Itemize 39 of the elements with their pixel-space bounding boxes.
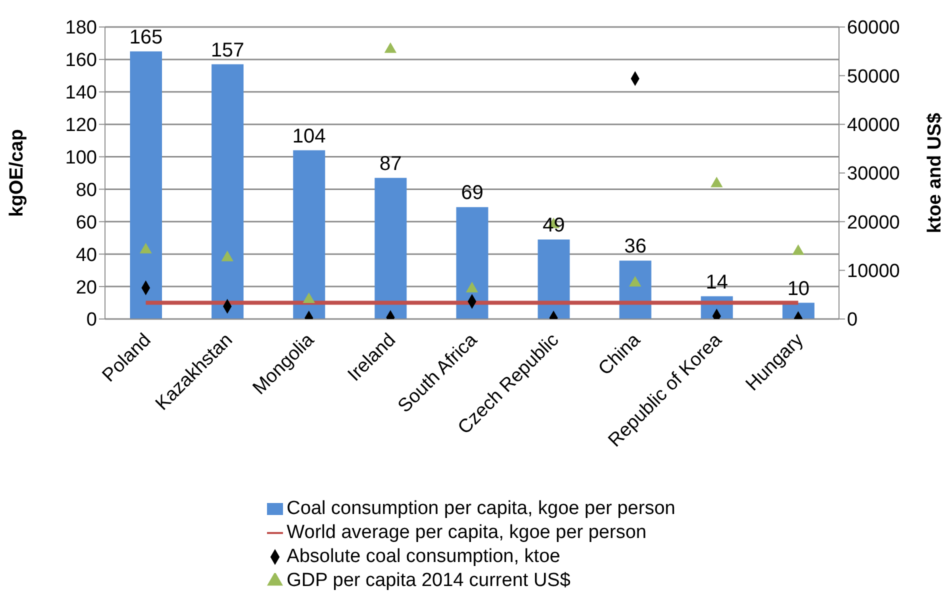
y2-tick-label: 0 [847, 310, 858, 331]
data-label: 157 [210, 39, 244, 62]
y2-tick-label: 40000 [847, 115, 900, 136]
data-label: 10 [787, 278, 810, 300]
data-label: 36 [624, 236, 646, 258]
y2-tick-label: 20000 [847, 212, 900, 234]
y-tick-label: 140 [65, 82, 97, 104]
legend-label: Absolute coal consumption, ktoe [286, 546, 560, 567]
y-tick-label: 0 [86, 310, 97, 331]
y-tick-label: 80 [76, 180, 97, 201]
y-tick-label: 20 [76, 277, 97, 298]
data-label: 14 [706, 271, 728, 294]
y-tick-label: 100 [65, 148, 97, 169]
y-tick-label: 60 [76, 212, 97, 234]
legend-label: GDP per capita 2014 current US$ [286, 570, 570, 591]
y-tick-label: 40 [76, 244, 97, 266]
bar [538, 240, 570, 319]
y-tick-label: 180 [65, 18, 97, 39]
y2-tick-label: 60000 [847, 18, 900, 39]
data-label: 49 [542, 214, 565, 237]
data-label: 69 [461, 182, 484, 204]
legend-label: Coal consumption per capita, kgoe per person [286, 498, 676, 519]
y-axis-title: kgOE/cap [6, 129, 28, 217]
y2-axis-title: ktoe and US$ [924, 112, 946, 234]
bar [374, 178, 407, 319]
data-label: 87 [380, 152, 402, 175]
y2-tick-label: 50000 [847, 66, 900, 88]
bar [619, 260, 652, 319]
bar [130, 51, 162, 319]
y-tick-label: 120 [65, 115, 97, 136]
bar [293, 150, 326, 319]
y2-tick-label: 10000 [847, 261, 900, 282]
bar [456, 207, 488, 319]
y-tick-label: 160 [65, 50, 97, 72]
legend-label: World average per capita, kgoe per person [286, 522, 646, 543]
data-label: 104 [292, 125, 326, 148]
data-label: 165 [129, 26, 163, 48]
y2-tick-label: 30000 [847, 164, 900, 185]
bar [212, 64, 244, 319]
